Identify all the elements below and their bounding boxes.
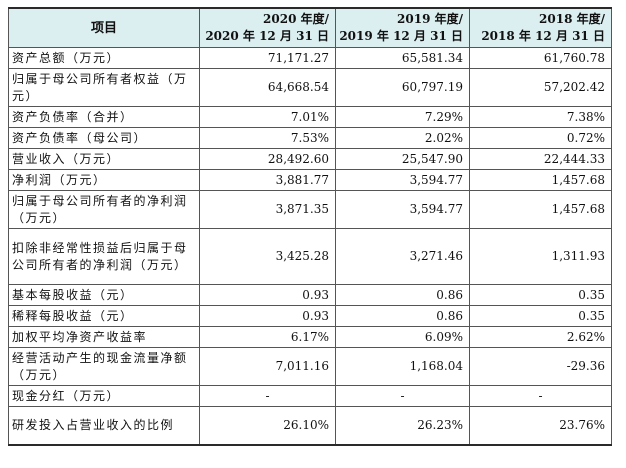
table-row: 资产总额（万元） 71,171.27 65,581.34 61,760.78: [8, 47, 612, 69]
header-2020: 2020 年度/ 2020 年 12 月 31 日: [199, 7, 336, 48]
cell-2020: 7.01%: [199, 106, 336, 128]
table-header-row: 项目 2020 年度/ 2020 年 12 月 31 日 2019 年度/ 20…: [8, 7, 612, 48]
header-2018-line2: 2018 年 12 月 31 日: [481, 29, 605, 43]
row-label: 加权平均净资产收益率: [8, 326, 200, 348]
cell-2020: 3,425.28: [199, 228, 336, 285]
header-item: 项目: [8, 7, 200, 48]
cell-2020: 64,668.54: [199, 68, 336, 107]
cell-2019: 2.02%: [335, 127, 470, 149]
cell-2020: 7,011.16: [199, 347, 336, 386]
table-row: 资产负债率（合并） 7.01% 7.29% 7.38%: [8, 106, 612, 128]
cell-2019: -: [335, 385, 470, 407]
cell-2019: 3,594.77: [335, 169, 470, 191]
cell-2018: 1,457.68: [469, 190, 612, 229]
header-2018-line1: 2018 年度/: [539, 12, 605, 26]
row-label: 资产负债率（合并）: [8, 106, 200, 128]
cell-2019: 65,581.34: [335, 47, 470, 69]
table-row: 净利润（万元） 3,881.77 3,594.77 1,457.68: [8, 169, 612, 191]
cell-2018: 0.72%: [469, 127, 612, 149]
cell-2020: 6.17%: [199, 326, 336, 348]
cell-2018: 0.35: [469, 284, 612, 306]
table-row: 经营活动产生的现金流量净额（万元） 7,011.16 1,168.04 -29.…: [8, 347, 612, 386]
cell-2020: 7.53%: [199, 127, 336, 149]
cell-2018: 1,457.68: [469, 169, 612, 191]
header-2019: 2019 年度/ 2019 年 12 月 31 日: [335, 7, 470, 48]
cell-2018: 22,444.33: [469, 148, 612, 170]
cell-2018: 23.76%: [469, 406, 612, 446]
row-label: 现金分红（万元）: [8, 385, 200, 407]
table-row: 基本每股收益（元） 0.93 0.86 0.35: [8, 284, 612, 306]
cell-2020: 71,171.27: [199, 47, 336, 69]
cell-2019: 0.86: [335, 284, 470, 306]
cell-2018: 0.35: [469, 305, 612, 327]
financial-table-container: 项目 2020 年度/ 2020 年 12 月 31 日 2019 年度/ 20…: [8, 7, 612, 446]
cell-2018: 61,760.78: [469, 47, 612, 69]
header-2018: 2018 年度/ 2018 年 12 月 31 日: [469, 7, 612, 48]
table-row: 现金分红（万元） - - -: [8, 385, 612, 407]
cell-2019: 3,271.46: [335, 228, 470, 285]
financial-summary-table: 项目 2020 年度/ 2020 年 12 月 31 日 2019 年度/ 20…: [8, 7, 612, 446]
cell-2018: -29.36: [469, 347, 612, 386]
table-row: 扣除非经常性损益后归属于母公司所有者的净利润（万元） 3,425.28 3,27…: [8, 228, 612, 285]
row-label: 归属于母公司所有者权益（万元）: [8, 68, 200, 107]
cell-2018: 1,311.93: [469, 228, 612, 285]
cell-2019: 25,547.90: [335, 148, 470, 170]
cell-2019: 0.86: [335, 305, 470, 327]
row-label: 基本每股收益（元）: [8, 284, 200, 306]
table-row: 稀释每股收益（元） 0.93 0.86 0.35: [8, 305, 612, 327]
cell-2020: 0.93: [199, 284, 336, 306]
header-2020-line1: 2020 年度/: [263, 12, 329, 26]
row-label: 扣除非经常性损益后归属于母公司所有者的净利润（万元）: [8, 228, 200, 285]
row-label: 稀释每股收益（元）: [8, 305, 200, 327]
cell-2019: 1,168.04: [335, 347, 470, 386]
cell-2020: -: [199, 385, 336, 407]
header-2019-line2: 2019 年 12 月 31 日: [339, 29, 463, 43]
cell-2019: 26.23%: [335, 406, 470, 446]
table-row: 资产负债率（母公司） 7.53% 2.02% 0.72%: [8, 127, 612, 149]
row-label: 资产负债率（母公司）: [8, 127, 200, 149]
table-row: 研发投入占营业收入的比例 26.10% 26.23% 23.76%: [8, 406, 612, 446]
header-2019-line1: 2019 年度/: [397, 12, 463, 26]
cell-2018: -: [469, 385, 612, 407]
row-label: 净利润（万元）: [8, 169, 200, 191]
cell-2020: 28,492.60: [199, 148, 336, 170]
cell-2020: 3,881.77: [199, 169, 336, 191]
cell-2019: 6.09%: [335, 326, 470, 348]
row-label: 经营活动产生的现金流量净额（万元）: [8, 347, 200, 386]
table-row: 归属于母公司所有者的净利润（万元） 3,871.35 3,594.77 1,45…: [8, 190, 612, 229]
row-label: 归属于母公司所有者的净利润（万元）: [8, 190, 200, 229]
cell-2020: 3,871.35: [199, 190, 336, 229]
row-label: 资产总额（万元）: [8, 47, 200, 69]
cell-2020: 26.10%: [199, 406, 336, 446]
cell-2019: 7.29%: [335, 106, 470, 128]
cell-2019: 60,797.19: [335, 68, 470, 107]
cell-2020: 0.93: [199, 305, 336, 327]
row-label: 研发投入占营业收入的比例: [8, 406, 200, 446]
table-row: 营业收入（万元） 28,492.60 25,547.90 22,444.33: [8, 148, 612, 170]
cell-2018: 7.38%: [469, 106, 612, 128]
cell-2018: 2.62%: [469, 326, 612, 348]
cell-2018: 57,202.42: [469, 68, 612, 107]
table-row: 加权平均净资产收益率 6.17% 6.09% 2.62%: [8, 326, 612, 348]
cell-2019: 3,594.77: [335, 190, 470, 229]
table-row: 归属于母公司所有者权益（万元） 64,668.54 60,797.19 57,2…: [8, 68, 612, 107]
row-label: 营业收入（万元）: [8, 148, 200, 170]
table-body: 资产总额（万元） 71,171.27 65,581.34 61,760.78 归…: [8, 47, 612, 446]
header-2020-line2: 2020 年 12 月 31 日: [205, 29, 329, 43]
